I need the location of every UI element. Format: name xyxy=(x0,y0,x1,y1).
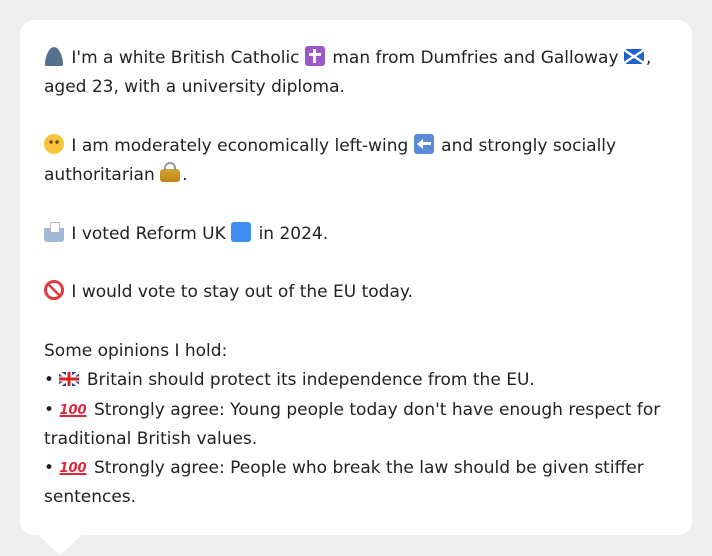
opinion-text: Strongly agree: Young people today don't… xyxy=(44,399,661,449)
ideology-period: . xyxy=(182,165,188,186)
opinion-item: • Britain should protect its independenc… xyxy=(44,366,668,395)
bubble-tail xyxy=(38,535,82,555)
blue-square-icon xyxy=(231,221,252,242)
eu-text: I would vote to stay out of the EU today… xyxy=(71,282,413,303)
person-icon xyxy=(44,46,64,66)
eu-paragraph: I would vote to stay out of the EU today… xyxy=(44,278,668,307)
scotland-flag-icon xyxy=(623,49,644,64)
opinion-text: Britain should protect its independence … xyxy=(86,370,535,391)
uk-flag-icon xyxy=(59,372,80,387)
bullet: • xyxy=(44,370,55,391)
identity-age-text: , aged 23, with a university diploma. xyxy=(44,48,652,98)
bullet: • xyxy=(44,458,55,479)
identity-location-text: man from Dumfries and Galloway xyxy=(332,48,619,68)
hundred-points-icon: 100 xyxy=(59,402,87,418)
opinion-item: • 100 Strongly agree: People who break t… xyxy=(44,454,668,513)
left-arrow-icon xyxy=(413,133,434,154)
opinion-text: Strongly agree: People who break the law… xyxy=(44,458,644,508)
persona-message-bubble: I'm a white British Catholic man from Du… xyxy=(20,20,692,535)
hundred-points-icon: 100 xyxy=(59,461,87,477)
vote-text: I voted Reform UK xyxy=(71,223,226,244)
identity-paragraph: I'm a white British Catholic man from Du… xyxy=(44,44,668,103)
latin-cross-icon xyxy=(304,46,325,66)
thinking-face-icon xyxy=(44,133,64,154)
vote-paragraph: I voted Reform UK in 2024. xyxy=(44,220,668,249)
identity-text: I'm a white British Catholic xyxy=(71,48,300,68)
opinion-item: • 100 Strongly agree: Young people today… xyxy=(44,396,668,455)
ideology-paragraph: I am moderately economically left-wing a… xyxy=(44,132,668,191)
opinions-header: Some opinions I hold: xyxy=(44,340,228,361)
bullet: • xyxy=(44,399,55,420)
social-text: and strongly socially authoritarian xyxy=(44,135,617,186)
vote-year-text: in 2024. xyxy=(258,223,329,244)
economic-text: I am moderately economically left-wing xyxy=(71,135,409,156)
prohibited-icon xyxy=(44,280,64,301)
lock-icon xyxy=(160,162,181,183)
ballot-box-icon xyxy=(44,221,64,242)
